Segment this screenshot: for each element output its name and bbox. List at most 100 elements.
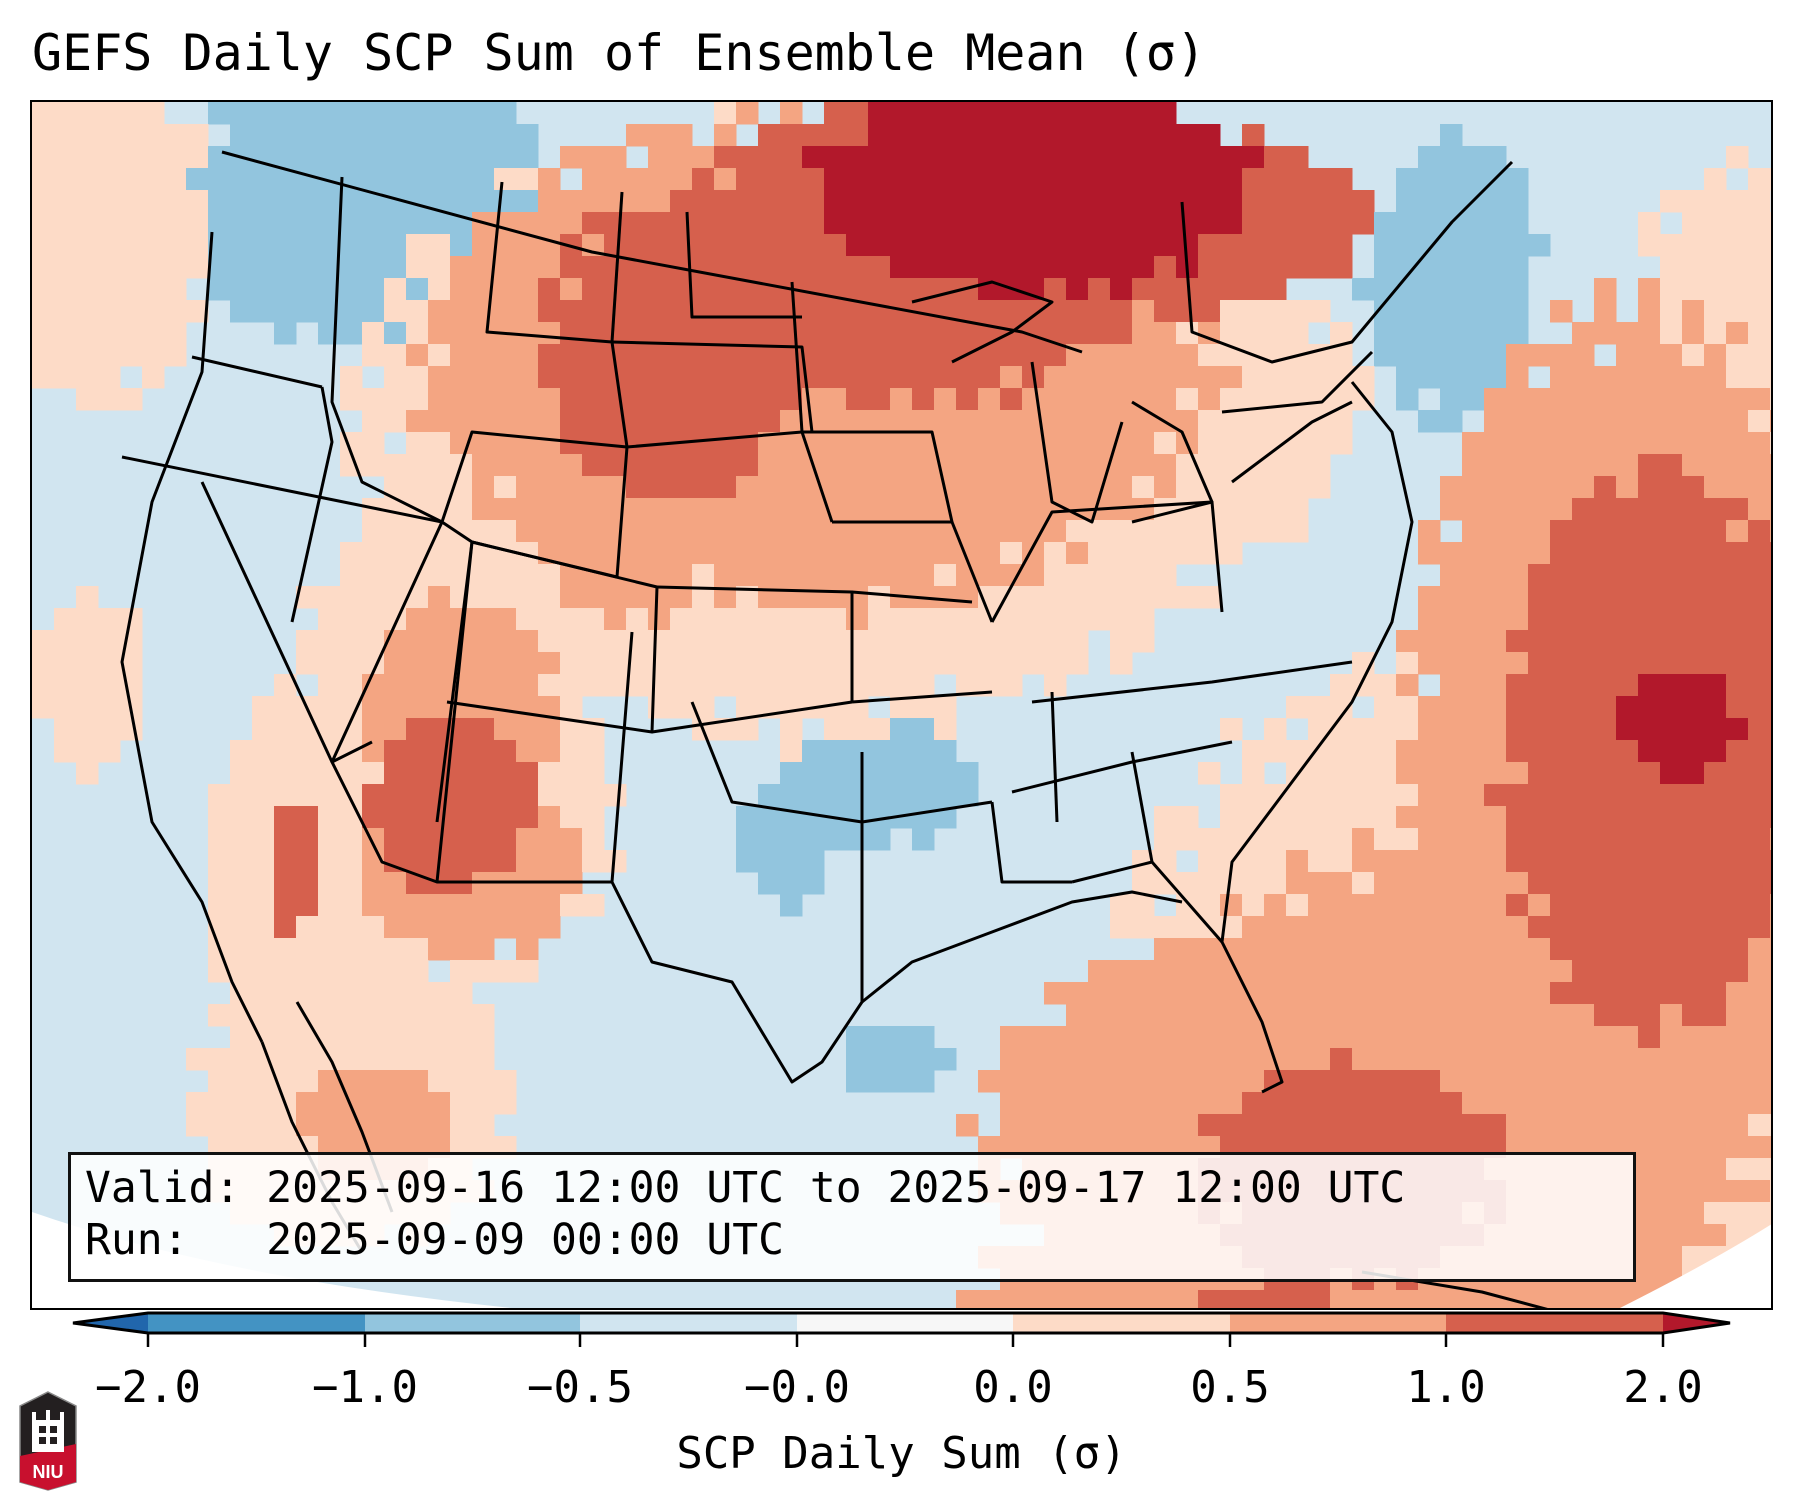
field-cell bbox=[1176, 410, 1199, 433]
field-cell bbox=[230, 212, 253, 235]
field-cell bbox=[1748, 652, 1771, 675]
field-cell bbox=[1704, 476, 1727, 499]
field-cell bbox=[1220, 960, 1243, 983]
field-cell bbox=[1110, 410, 1133, 433]
field-cell bbox=[1044, 124, 1067, 147]
field-cell bbox=[1550, 916, 1573, 939]
field-cell bbox=[890, 740, 913, 763]
field-cell bbox=[1748, 894, 1771, 917]
field-cell bbox=[1066, 388, 1089, 411]
field-cell bbox=[1220, 498, 1243, 521]
field-cell bbox=[230, 828, 253, 851]
field-cell bbox=[912, 564, 935, 587]
field-cell bbox=[626, 542, 649, 565]
field-cell bbox=[1638, 960, 1661, 983]
field-cell bbox=[1528, 850, 1551, 873]
field-cell bbox=[780, 542, 803, 565]
field-cell bbox=[626, 674, 649, 697]
field-cell bbox=[296, 300, 319, 323]
field-cell bbox=[1638, 410, 1661, 433]
field-cell bbox=[1748, 388, 1771, 411]
field-cell bbox=[1770, 256, 1771, 279]
field-cell bbox=[76, 674, 99, 697]
field-cell bbox=[98, 388, 121, 411]
field-cell bbox=[1682, 454, 1705, 477]
field-cell bbox=[1330, 1070, 1353, 1093]
field-cell bbox=[956, 146, 979, 169]
field-cell bbox=[516, 146, 539, 169]
field-cell bbox=[1660, 740, 1683, 763]
field-cell bbox=[1440, 168, 1463, 191]
field-cell bbox=[1198, 212, 1221, 235]
field-cell bbox=[318, 168, 341, 191]
field-cell bbox=[626, 234, 649, 257]
field-cell bbox=[912, 476, 935, 499]
field-cell bbox=[1220, 520, 1243, 543]
field-cell bbox=[1264, 366, 1287, 389]
field-cell bbox=[1572, 916, 1595, 939]
field-cell bbox=[1682, 1202, 1705, 1225]
field-cell bbox=[1506, 938, 1529, 961]
field-cell bbox=[538, 630, 561, 653]
field-cell bbox=[428, 322, 451, 345]
field-cell bbox=[538, 278, 561, 301]
field-cell bbox=[1550, 806, 1573, 829]
field-cell bbox=[406, 124, 429, 147]
field-cell bbox=[604, 608, 627, 631]
field-cell bbox=[824, 476, 847, 499]
field-cell bbox=[758, 366, 781, 389]
field-cell bbox=[1000, 190, 1023, 213]
boundary-line bbox=[861, 800, 993, 824]
field-cell bbox=[560, 366, 583, 389]
field-cell bbox=[1396, 784, 1419, 807]
field-cell bbox=[76, 388, 99, 411]
field-cell bbox=[1308, 960, 1331, 983]
field-cell bbox=[1528, 718, 1551, 741]
field-cell bbox=[1484, 630, 1507, 653]
field-cell bbox=[736, 212, 759, 235]
field-cell bbox=[1022, 1026, 1045, 1049]
field-cell bbox=[1110, 630, 1133, 653]
field-cell bbox=[1044, 1026, 1067, 1049]
field-cell bbox=[912, 344, 935, 367]
field-cell bbox=[890, 124, 913, 147]
field-cell bbox=[252, 234, 275, 257]
field-cell bbox=[538, 828, 561, 851]
field-cell bbox=[1594, 432, 1617, 455]
field-cell bbox=[142, 212, 165, 235]
field-cell bbox=[1528, 432, 1551, 455]
field-cell bbox=[1418, 146, 1441, 169]
field-cell bbox=[406, 1114, 429, 1137]
field-cell bbox=[670, 410, 693, 433]
field-cell bbox=[208, 1092, 231, 1115]
field-cell bbox=[868, 718, 891, 741]
field-cell bbox=[824, 696, 847, 719]
field-cell bbox=[1220, 1026, 1243, 1049]
field-cell bbox=[1682, 740, 1705, 763]
field-cell bbox=[846, 564, 869, 587]
colorbar-tick-label: 0.0 bbox=[973, 1362, 1053, 1413]
field-cell bbox=[912, 432, 935, 455]
field-cell bbox=[1220, 234, 1243, 257]
field-cell bbox=[626, 322, 649, 345]
field-cell bbox=[1550, 1290, 1573, 1308]
field-cell bbox=[340, 1070, 363, 1093]
field-cell bbox=[406, 1026, 429, 1049]
field-cell bbox=[560, 652, 583, 675]
field-cell bbox=[1462, 586, 1485, 609]
field-cell bbox=[1154, 960, 1177, 983]
field-cell bbox=[802, 124, 825, 147]
field-cell bbox=[824, 718, 847, 741]
field-cell bbox=[296, 102, 319, 125]
field-cell bbox=[1132, 520, 1155, 543]
field-cell bbox=[802, 762, 825, 785]
field-cell bbox=[472, 586, 495, 609]
field-cell bbox=[1022, 608, 1045, 631]
field-cell bbox=[1220, 542, 1243, 565]
field-cell bbox=[406, 102, 429, 125]
field-cell bbox=[1594, 960, 1617, 983]
field-cell bbox=[1308, 740, 1331, 763]
field-cell bbox=[164, 212, 187, 235]
field-cell bbox=[846, 454, 869, 477]
field-cell bbox=[626, 212, 649, 235]
